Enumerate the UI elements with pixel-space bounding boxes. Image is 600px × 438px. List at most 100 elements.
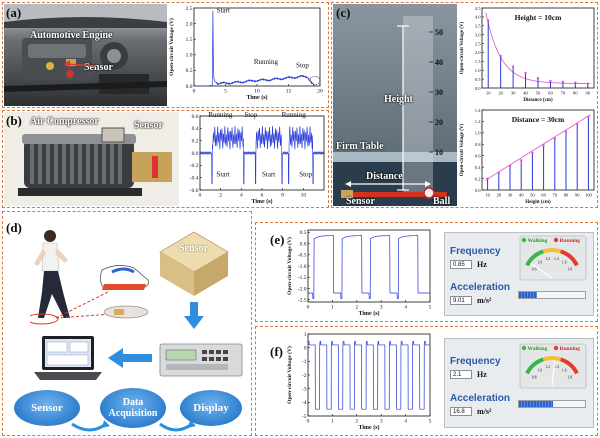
photo-label-automotive-engine: Automotive Engine — [30, 30, 113, 41]
svg-text:50: 50 — [435, 28, 443, 37]
running-indicator — [553, 345, 559, 351]
y-tick-label: -1.0 — [298, 264, 307, 270]
flow-display: Display — [180, 390, 242, 426]
panel-e — [255, 222, 598, 322]
data-point — [576, 123, 579, 126]
y-tick-label: 0.0 — [475, 86, 481, 91]
y-tick-label: -0.5 — [298, 253, 307, 259]
x-tick-label: 90 — [575, 193, 580, 198]
y-tick-label: 0.5 — [186, 68, 193, 74]
acceleration-unit-f: m/s² — [477, 407, 492, 416]
frequency-unit-f: Hz — [477, 370, 487, 379]
y-tick-label: 1.0 — [475, 68, 481, 73]
y-tick-label: -0.2 — [190, 163, 199, 169]
frequency-field-e: 0.85 — [450, 260, 472, 269]
y-tick-label: 0.5 — [475, 77, 481, 82]
x-tick-label: 4 — [240, 193, 243, 199]
gauge-tick-label: 1.0 — [537, 369, 542, 373]
y-axis-label: Open-circuit Voltage (V) — [168, 18, 175, 76]
x-tick-label: 8 — [281, 193, 284, 199]
photo-label-firm-table: Firm Table — [336, 141, 384, 152]
x-tick-label: 4 — [404, 419, 407, 425]
chart-title: Height = 10cm — [515, 13, 563, 22]
gauge-arc — [525, 249, 545, 267]
x-tick-label: 20 — [497, 193, 502, 198]
y-tick-label: -0.6 — [190, 188, 199, 194]
engine-photo — [4, 4, 167, 106]
x-tick-label: 20 — [317, 89, 323, 95]
annotation-stop-2: Stop — [299, 170, 312, 178]
photo-label-height: Height — [384, 94, 413, 105]
y-axis-label: Open-circuit Voltage (V) — [460, 123, 465, 176]
frequency-field-f: 2.1 — [450, 370, 472, 379]
x-axis-label: Height (cm) — [525, 200, 551, 205]
y-tick-label: 1.5 — [186, 37, 193, 43]
y-tick-label: 2.5 — [186, 6, 193, 12]
annotation-start-2: Start — [262, 170, 275, 178]
photo-label-ball: Ball — [433, 196, 451, 207]
down-arrow — [184, 302, 204, 329]
gauge-arc — [542, 356, 562, 362]
walking-label: Walking — [528, 238, 548, 244]
photo-label-sensor-a: Sensor — [84, 62, 113, 73]
x-tick-label: 80 — [564, 193, 569, 198]
x-tick-label: 1 — [331, 419, 334, 425]
gauge-tick-label: 1.4 — [554, 257, 559, 261]
sensor-block-label: Sensor — [179, 243, 208, 254]
data-point — [524, 71, 527, 75]
frequency-unit-e: Hz — [477, 260, 487, 269]
data-point — [497, 171, 500, 175]
y-tick-label: 1.0 — [186, 53, 193, 59]
x-tick-label: 40 — [523, 91, 528, 96]
runner-illustration — [30, 230, 149, 325]
x-tick-label: 10 — [301, 193, 307, 199]
data-point — [564, 130, 568, 133]
gauge-frame — [519, 235, 587, 281]
y-tick-label: 1.2 — [475, 119, 481, 124]
gauge-tick-label: 1.8 — [567, 375, 572, 379]
x-tick-label: 2 — [219, 193, 222, 199]
gauge-frame — [519, 343, 587, 389]
frequency-title-e: Frequency — [450, 246, 501, 257]
y-tick-label: -5 — [302, 414, 307, 420]
data-point — [553, 137, 556, 140]
panel-label-d: (d) — [6, 220, 22, 235]
data-point — [520, 159, 523, 162]
panel-a — [2, 2, 329, 108]
y-tick-label: -1.5 — [298, 275, 307, 281]
x-tick-label: 10 — [486, 91, 491, 96]
walking-label: Walking — [528, 346, 548, 352]
x-tick-label: 1 — [331, 305, 334, 311]
chart-f: 0 1 2 3 4 5 -5 -4 -3 -2 -1 0 1 Time (s) Open-circuit V… — [286, 332, 432, 431]
x-tick-label: 50 — [536, 91, 541, 96]
y-tick-label: 0.0 — [475, 188, 481, 193]
voltage-trace — [307, 341, 431, 410]
svg-text:30: 30 — [435, 88, 443, 97]
gauge-e: Walking Running 0.81.01.2 1.41.61.8 — [519, 235, 587, 281]
data-point — [508, 164, 512, 168]
x-tick-label: 10 — [254, 89, 260, 95]
x-tick-label: 60 — [541, 193, 546, 198]
x-axis-label: Time (s) — [358, 424, 379, 431]
left-arrow — [108, 348, 152, 368]
chart-e: 0 1 2 3 4 5 -2.5 -2.0 -1.5 -1.0 -0.5 0.0 0.5 Time (s)… — [286, 229, 432, 317]
acceleration-bar-fill-e — [519, 292, 538, 298]
svg-text:20: 20 — [435, 118, 443, 127]
y-tick-label: -2 — [302, 373, 307, 379]
gauge-tick-label: 1.6 — [562, 369, 567, 373]
annotation-stop-1: Stop — [244, 112, 257, 119]
x-tick-label: 60 — [548, 91, 553, 96]
x-tick-label: 2 — [355, 419, 358, 425]
panel-label-b: (b) — [6, 113, 22, 128]
annotation-stop: Stop — [296, 61, 309, 69]
running-indicator — [553, 237, 559, 243]
gauge-needle — [551, 360, 556, 387]
y-tick-label: 4.0 — [475, 15, 481, 20]
x-tick-label: 30 — [511, 91, 516, 96]
x-tick-label: 70 — [553, 193, 558, 198]
data-point — [561, 80, 565, 83]
panel-b — [2, 110, 329, 208]
x-tick-label: 15 — [286, 89, 292, 95]
panel-f — [255, 326, 598, 436]
gauge-arc — [559, 249, 579, 267]
